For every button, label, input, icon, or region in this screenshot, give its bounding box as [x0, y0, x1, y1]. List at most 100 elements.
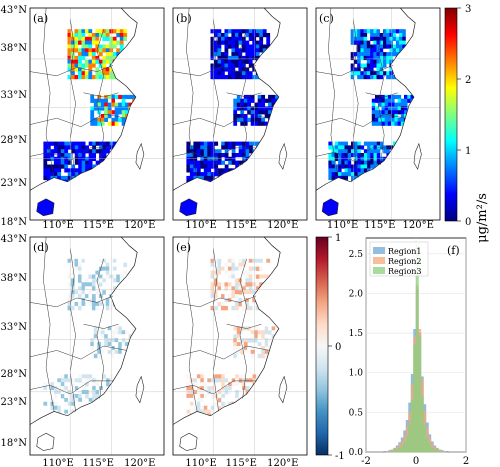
histogram-panel: 0.00.51.01.52.02.5 -2 0 2 (f) Region1Regio… [349, 237, 469, 467]
histogram-y-tick-label: 0.5 [349, 408, 364, 418]
latitude-tick-label: 33°N [1, 90, 28, 101]
colorbar-tick-label: 1 [335, 233, 341, 244]
histogram-x-tick-label: 2 [463, 456, 469, 467]
legend-label: Region2 [388, 257, 422, 266]
province-border [29, 295, 114, 308]
longitude-tick-label: 115°E [364, 220, 395, 231]
map-panel-d: (d) [29, 236, 165, 456]
histogram-bar [418, 336, 422, 453]
map-frame [29, 236, 165, 456]
map-frame [315, 7, 441, 221]
histogram-y-tick-label: 1.5 [349, 329, 364, 339]
panel-label: (b) [176, 12, 192, 25]
histogram-bar [443, 451, 447, 453]
province-border [96, 258, 104, 399]
hainan-island [179, 198, 198, 217]
panel-label: (e) [176, 241, 191, 254]
latitude-tick-label: 28°N [1, 135, 28, 146]
histogram-bar [425, 437, 429, 453]
histogram-bar [390, 451, 394, 453]
taiwan-island [413, 142, 422, 170]
province-border [69, 247, 76, 412]
histogram-bar [415, 245, 419, 453]
histogram-bar [403, 441, 407, 453]
histogram-bar [430, 447, 434, 453]
longitude-tick-label: 110°E [185, 220, 216, 231]
latitude-tick-label: 23°N [1, 178, 28, 189]
sea-mask [173, 237, 307, 455]
colorbar-tick-label: 0 [465, 217, 471, 228]
longitude-tick-label: 110°E [42, 458, 73, 467]
province-border [328, 7, 339, 178]
histogram-bars [383, 245, 449, 453]
latitude-tick-label: 18°N [1, 217, 28, 228]
latitude-axis: 43°N 43°N 38°N 38°N 33°N 33°N 28°N 28°N 23°N 23°N… [1, 5, 28, 449]
coastline [29, 7, 138, 191]
province-border [29, 64, 114, 77]
panel-label: (c) [319, 12, 334, 25]
map-frame [172, 7, 308, 221]
legend-swatch [373, 267, 385, 274]
province-border [239, 258, 247, 399]
histogram-bar [438, 451, 442, 453]
panel-label-f: (f) [447, 244, 460, 257]
histogram-bar [400, 445, 404, 453]
colorbar-bottom: -1 0 1 [315, 233, 345, 462]
map-data-cells [43, 258, 136, 422]
longitude-tick-label: 115°E [226, 458, 257, 467]
province-border [365, 92, 398, 98]
province-border [96, 29, 104, 165]
latitude-tick-label: 33°N [1, 322, 28, 333]
latitude-tick-label: 23°N [1, 397, 28, 408]
province-border [172, 64, 257, 77]
histogram-bar [440, 451, 444, 453]
province-border [226, 323, 262, 329]
longitude-tick-label: 120°E [267, 220, 298, 231]
legend-swatch [373, 247, 385, 254]
longitude-tick-label: 120°E [403, 220, 434, 231]
hainan-island [179, 432, 198, 451]
map-frame [29, 7, 165, 221]
histogram-bar [420, 396, 424, 453]
province-border [315, 113, 406, 127]
hainan-island [36, 432, 55, 451]
province-border [83, 92, 119, 98]
province-border [43, 236, 55, 412]
histogram-bar [423, 424, 427, 453]
province-border [239, 29, 247, 165]
province-border [226, 92, 262, 98]
colorbar-top-ticks: 0 1 2 3 [457, 4, 471, 228]
province-border [186, 7, 198, 178]
sea-mask [316, 8, 440, 220]
colorbar-tick-label: 1 [465, 146, 471, 157]
province-border [29, 345, 127, 360]
taiwan-island [278, 142, 288, 170]
histogram-bar [388, 451, 392, 453]
latitude-tick-label: 38°N [1, 43, 28, 54]
province-border [172, 295, 257, 308]
colorbar-tick-label: 0 [335, 342, 341, 353]
histogram-x-tick-label: -2 [361, 456, 371, 467]
histogram-bar [435, 450, 439, 453]
histogram-bar [408, 424, 412, 453]
latitude-tick-label: 28°N [1, 369, 28, 380]
longitude-tick-label: 115°E [83, 458, 114, 467]
histogram-y-tick-label: 0.0 [349, 448, 364, 458]
map-panel-e: (e) [172, 236, 308, 456]
map-panels: (a) (b) (c) (d) (e) [29, 7, 441, 456]
colorbar-top: 0 1 2 3 [444, 4, 471, 228]
colorbar-tick-label: -1 [335, 451, 345, 462]
province-border [186, 236, 198, 412]
histogram-bar [383, 451, 387, 453]
latitude-tick-label: 43°N [1, 5, 28, 16]
hainan-island [36, 198, 55, 217]
coastline [172, 236, 281, 425]
province-border [69, 18, 76, 178]
longitude-tick-label: 120°E [267, 458, 298, 467]
province-border [29, 113, 127, 127]
longitude-tick-label: 110°E [42, 220, 73, 231]
map-panel-a: (a) [29, 7, 165, 221]
histogram-x-tick-label: 0 [413, 456, 419, 467]
histogram-bar [405, 435, 409, 453]
